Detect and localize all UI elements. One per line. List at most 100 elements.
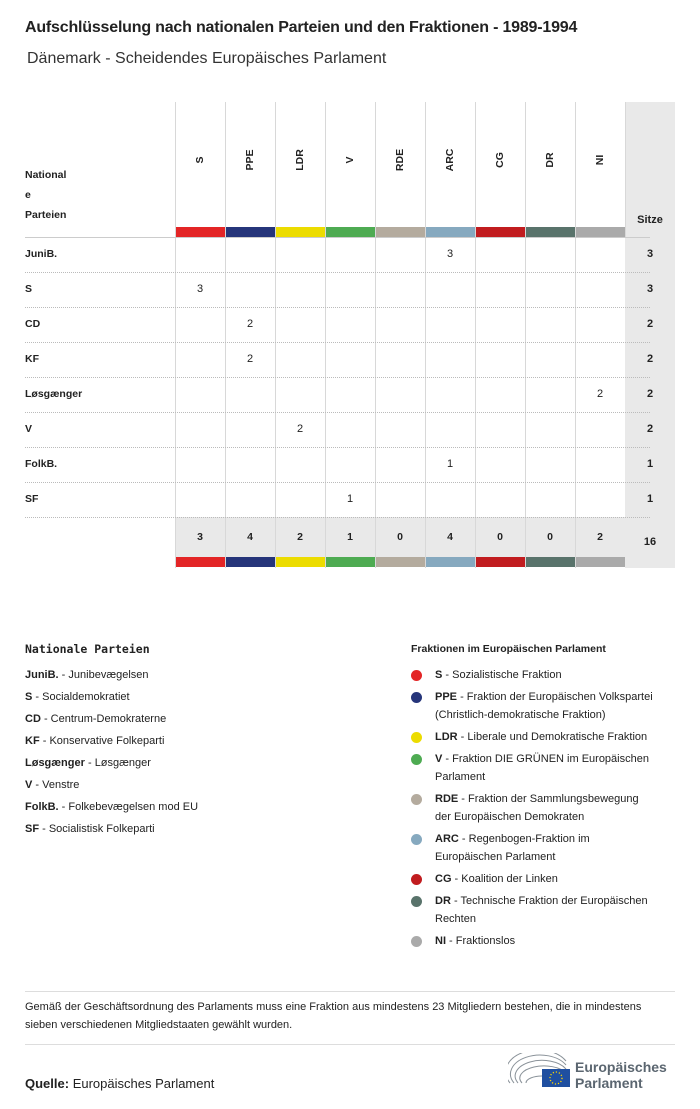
column-divider	[425, 102, 426, 568]
page-title: Aufschlüsselung nach nationalen Parteien…	[25, 19, 578, 36]
separator: -	[458, 793, 469, 805]
party-name: Løsgænger	[94, 757, 151, 769]
group-name: Fraktion der Europäischen Volkspartei	[466, 691, 653, 703]
column-divider	[275, 102, 276, 568]
group-color-dot-icon	[411, 754, 422, 765]
row-total: 3	[646, 248, 654, 260]
row-total: 3	[646, 283, 654, 295]
party-name: Konservative Folkeparti	[49, 735, 165, 747]
group-name: Koalition der Linken	[461, 873, 558, 885]
column-total: 2	[297, 531, 303, 543]
separator: -	[457, 691, 467, 703]
party-code: JuniB.	[25, 669, 59, 681]
column-total: 0	[497, 531, 503, 543]
national-party-item: KF - Konservative Folkeparti	[25, 732, 164, 750]
row-header-label: Parteien	[25, 209, 67, 221]
group-code: NI	[435, 935, 446, 947]
group-color-bar	[525, 227, 575, 237]
party-name: Centrum-Demokraterne	[50, 713, 167, 725]
column-divider	[475, 102, 476, 568]
group-color-dot-icon	[411, 670, 422, 681]
group-code: ARC	[435, 833, 459, 845]
column-total: 3	[197, 531, 203, 543]
column-total: 1	[347, 531, 353, 543]
group-color-bar	[225, 227, 275, 237]
group-color-bar	[375, 227, 425, 237]
column-header-label: CG	[494, 152, 506, 168]
group-name-cont: (Christlich-demokratische Fraktion)	[435, 709, 606, 721]
party-code: KF	[25, 735, 40, 747]
group-color-bar	[325, 227, 375, 237]
column-divider	[625, 102, 626, 237]
row-header-label: National	[25, 169, 67, 181]
column-divider	[325, 102, 326, 568]
party-name: Venstre	[42, 779, 80, 791]
group-name-cont: der Europäischen Demokraten	[435, 811, 585, 823]
group-item: S - Sozialistische Fraktion	[435, 666, 685, 684]
logo-text-2: Parlament	[575, 1075, 643, 1091]
seat-count: 2	[596, 388, 604, 400]
group-color-dot-icon	[411, 936, 422, 947]
row-divider	[25, 447, 650, 448]
ep-logo: Europäisches Parlament	[505, 1049, 678, 1093]
group-item: ARC - Regenbogen-Fraktion im Europäischen…	[435, 830, 685, 866]
group-name: Technische Fraktion der Europäischen	[460, 895, 648, 907]
national-party-item: CD - Centrum-Demokraterne	[25, 710, 166, 728]
group-item: V - Fraktion DIE GRÜNEN im Europäischen P…	[435, 750, 685, 786]
separator: -	[39, 823, 49, 835]
divider	[25, 991, 675, 992]
column-header-label: V	[344, 156, 356, 164]
column-header-label: S	[194, 156, 206, 164]
page-subtitle: Dänemark - Scheidendes Europäisches Parl…	[27, 50, 387, 67]
national-party-item: Løsgænger - Løsgænger	[25, 754, 151, 772]
row-party-label: SF	[25, 493, 39, 505]
group-color-bar	[225, 557, 275, 567]
row-party-label: CD	[25, 318, 41, 330]
total-header: Sitze	[637, 214, 663, 226]
group-code: V	[435, 753, 443, 765]
group-name-cont: Parlament	[435, 771, 486, 783]
footnote: Gemäß der Geschäftsordnung des Parlament…	[25, 1001, 642, 1031]
column-header-NI: NI	[575, 102, 625, 227]
group-name: Fraktion DIE GRÜNEN im Europäischen	[452, 753, 649, 765]
separator: -	[32, 779, 43, 791]
row-party-label: KF	[25, 353, 39, 365]
party-code: SF	[25, 823, 40, 835]
group-color-bar	[475, 557, 525, 567]
group-code: PPE	[435, 691, 458, 703]
group-item: RDE - Fraktion der Sammlungsbewegung der …	[435, 790, 685, 826]
separator: -	[446, 935, 456, 947]
group-name: Sozialistische Fraktion	[452, 669, 562, 681]
source-value: Europäisches Parlament	[72, 1076, 215, 1091]
group-color-dot-icon	[411, 834, 422, 845]
column-divider	[525, 102, 526, 568]
group-color-dot-icon	[411, 732, 422, 743]
national-party-item: V - Venstre	[25, 776, 79, 794]
column-divider	[575, 102, 576, 568]
group-color-bar	[425, 557, 475, 567]
party-code: Løsgænger	[25, 757, 85, 769]
separator: -	[40, 713, 51, 725]
column-header-label: NI	[594, 154, 606, 166]
group-name: Liberale und Demokratische Fraktion	[467, 731, 648, 743]
column-header-label: RDE	[394, 148, 406, 172]
group-color-bar	[425, 227, 475, 237]
seat-count: 3	[446, 248, 454, 260]
column-header-label: PPE	[244, 149, 256, 171]
group-name: Fraktionslos	[455, 935, 516, 947]
row-party-label: S	[25, 283, 33, 295]
party-name: Socialdemokratiet	[42, 691, 130, 703]
separator: -	[58, 669, 69, 681]
group-color-bar	[475, 227, 525, 237]
separator: -	[84, 757, 95, 769]
column-header-RDE: RDE	[375, 102, 425, 227]
group-color-dot-icon	[411, 896, 422, 907]
group-color-bar	[325, 557, 375, 567]
party-name: Socialistisk Folkeparti	[48, 823, 155, 835]
group-color-dot-icon	[411, 874, 422, 885]
column-header-CG: CG	[475, 102, 525, 227]
group-color-bar	[575, 227, 625, 237]
party-name: Junibevægelsen	[68, 669, 149, 681]
row-total: 1	[646, 458, 654, 470]
party-code: V	[25, 779, 33, 791]
